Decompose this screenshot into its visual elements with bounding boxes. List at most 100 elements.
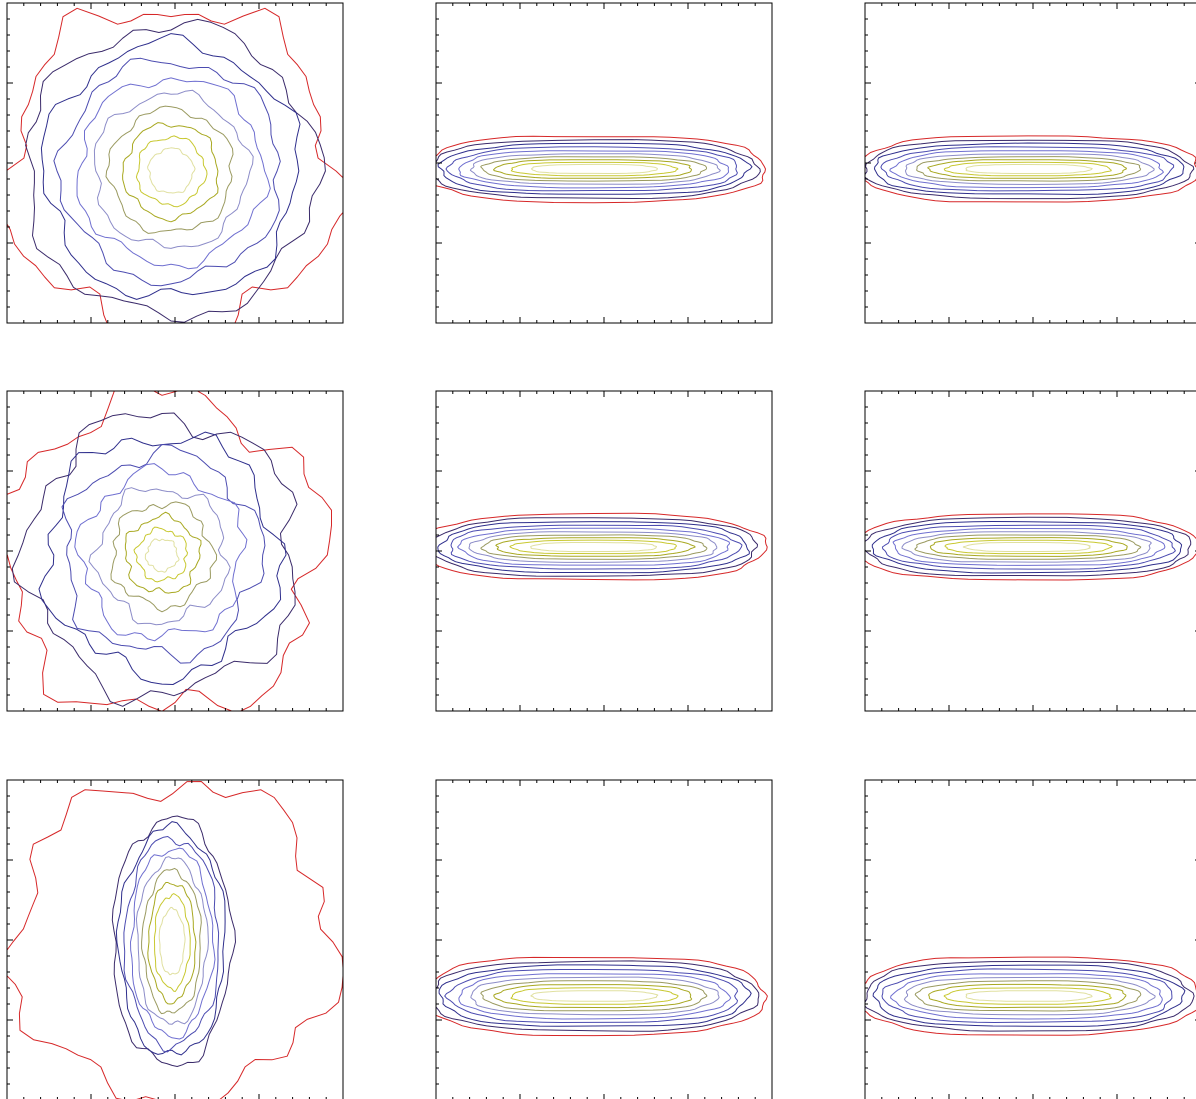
contour-level-5 (890, 973, 1163, 1020)
contour-level-4 (444, 969, 738, 1023)
contour-group (7, 391, 332, 711)
panel-r2-c2 (435, 390, 773, 712)
contour-level-3 (872, 964, 1186, 1027)
contour-level-1 (436, 956, 768, 1037)
contour-level-4 (61, 444, 266, 664)
panel-r3-c2 (435, 779, 773, 1099)
contour-level-5 (458, 973, 732, 1020)
contour-level-4 (881, 968, 1173, 1023)
contour-level-1 (436, 512, 768, 581)
contour-level-8 (927, 159, 1127, 179)
contour-group (865, 513, 1196, 581)
contour-level-1 (7, 781, 343, 1099)
contour-level-6 (135, 856, 209, 1025)
panel-r1-c3 (864, 2, 1196, 324)
contour-level-8 (929, 537, 1128, 557)
panel-frame (864, 2, 1196, 324)
contour-group (7, 781, 343, 1099)
contour-level-7 (141, 867, 202, 1015)
contour-level-2 (111, 815, 236, 1067)
contour-level-10 (144, 538, 180, 573)
contour-level-9 (509, 539, 677, 555)
contour-level-7 (480, 534, 708, 560)
contour-level-5 (130, 847, 216, 1040)
panel-frame (6, 779, 344, 1099)
contour-level-7 (105, 105, 234, 234)
contour-level-6 (470, 976, 720, 1016)
panel-r2-c1 (6, 390, 344, 712)
contour-level-1 (436, 135, 766, 204)
contour-level-2 (865, 961, 1195, 1032)
contour-level-5 (76, 77, 271, 270)
contour-level-2 (25, 18, 326, 323)
contour-level-4 (123, 836, 220, 1053)
contour-level-9 (135, 135, 208, 208)
contour-group (865, 956, 1196, 1036)
panel-frame (864, 390, 1196, 712)
contour-level-10 (147, 147, 196, 194)
contour-level-9 (943, 987, 1112, 1005)
contour-level-6 (901, 531, 1152, 563)
contour-group (7, 7, 343, 323)
contour-level-8 (495, 537, 696, 557)
panel-r1-c1 (6, 2, 344, 324)
panel-r2-c3 (864, 390, 1196, 712)
contour-group (436, 956, 768, 1037)
contour-level-6 (905, 153, 1155, 185)
contour-level-8 (122, 122, 219, 223)
contour-level-6 (468, 531, 718, 563)
contour-level-10 (965, 990, 1093, 1002)
contour-level-2 (865, 516, 1192, 577)
contour-level-9 (944, 539, 1113, 555)
panel-frame (6, 390, 344, 712)
contour-level-5 (457, 527, 730, 566)
panel-r3-c1 (6, 779, 344, 1099)
contour-level-1 (865, 956, 1196, 1036)
contour-group (436, 512, 768, 581)
contour-level-10 (158, 906, 186, 976)
contour-level-7 (914, 980, 1142, 1012)
contour-level-7 (110, 501, 218, 613)
contour-level-3 (874, 142, 1185, 195)
contour-level-10 (531, 163, 658, 174)
contour-level-4 (445, 146, 738, 192)
contour-level-4 (450, 524, 743, 570)
contour-level-9 (510, 987, 679, 1005)
contour-level-7 (480, 980, 708, 1012)
contour-level-7 (480, 156, 707, 182)
contour-level-8 (928, 983, 1127, 1009)
contour-level-2 (436, 139, 761, 199)
contour-level-2 (865, 139, 1195, 200)
contour-level-8 (147, 882, 197, 1005)
contour-level-4 (880, 146, 1175, 192)
contour-level-1 (865, 135, 1196, 203)
contour-level-9 (943, 161, 1112, 177)
contour-level-9 (510, 161, 679, 177)
contour-level-8 (124, 511, 202, 594)
contour-level-5 (889, 150, 1164, 189)
contour-level-5 (74, 463, 248, 642)
contour-level-10 (965, 164, 1093, 174)
contour-level-3 (871, 521, 1183, 574)
contour-level-3 (115, 821, 226, 1056)
contour-level-9 (133, 526, 188, 583)
contour-group (865, 135, 1196, 203)
contour-level-2 (11, 412, 298, 707)
panel-frame (435, 779, 773, 1099)
panel-frame (864, 779, 1196, 1099)
contour-level-8 (493, 984, 693, 1009)
contour-level-4 (53, 57, 281, 287)
contour-level-1 (7, 391, 332, 711)
contour-level-1 (865, 513, 1196, 581)
contour-level-7 (914, 534, 1142, 560)
contour-level-3 (438, 964, 752, 1027)
contour-level-5 (458, 150, 729, 189)
contour-group (436, 135, 766, 204)
contour-level-6 (903, 976, 1156, 1016)
contour-level-10 (962, 542, 1091, 552)
contour-level-6 (93, 89, 254, 249)
contour-level-10 (530, 542, 657, 553)
contour-level-3 (437, 521, 750, 574)
contour-level-3 (437, 142, 753, 195)
